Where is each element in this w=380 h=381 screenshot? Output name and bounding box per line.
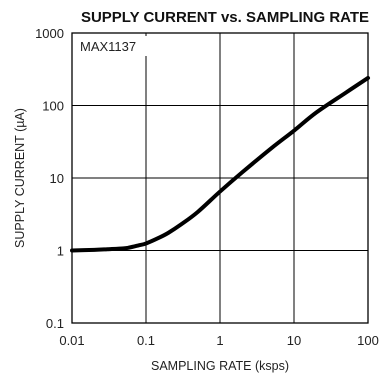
y-tick-label: 100 (42, 99, 64, 114)
grid-lines (72, 33, 368, 323)
y-tick-label: 1000 (35, 26, 64, 41)
x-tick-label: 10 (287, 333, 301, 348)
device-annotation: MAX1137 (80, 39, 136, 54)
axis-ticks: 0.01 0.1 1 10 100 0.1 1 10 100 1000 (35, 26, 379, 348)
y-tick-label: 0.1 (46, 316, 64, 331)
plot-frame (71, 32, 369, 324)
x-axis-label: SAMPLING RATE (ksps) (151, 359, 289, 373)
x-tick-label: 100 (357, 333, 379, 348)
x-tick-label: 0.01 (59, 333, 84, 348)
x-tick-label: 1 (216, 333, 223, 348)
y-tick-label: 1 (57, 244, 64, 259)
annotation-box (78, 36, 148, 56)
y-tick-label: 10 (50, 171, 64, 186)
chart-title: SUPPLY CURRENT vs. SAMPLING RATE (81, 9, 369, 26)
y-axis-label: SUPPLY CURRENT (µA) (13, 108, 27, 248)
x-tick-label: 0.1 (137, 333, 155, 348)
supply-current-line (70, 75, 370, 253)
